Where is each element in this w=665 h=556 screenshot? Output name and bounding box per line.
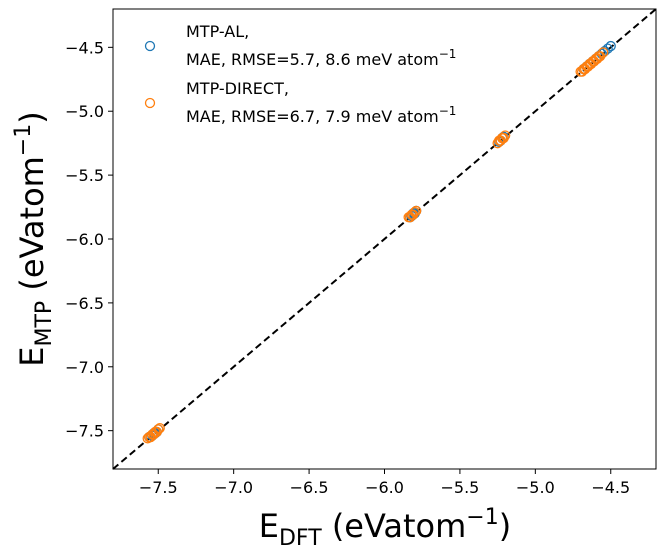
legend-marker-mtp-direct (144, 97, 156, 109)
series-mtp-direct (142, 47, 609, 444)
x-tick-label: −7.0 (214, 478, 253, 497)
point-mtp-direct (154, 422, 165, 434)
y-tick-label: −5.0 (65, 102, 104, 121)
point-mtp-direct (409, 207, 420, 218)
x-tick-label: −5.0 (516, 478, 555, 497)
legend-marker-mtp-al (144, 40, 156, 52)
x-tick-label: −4.5 (591, 478, 630, 497)
y-tick-label: −6.5 (65, 294, 104, 313)
legend-label-mtp-al-line2: MAE, RMSE=5.7, 8.6 meV atom−1 (186, 47, 456, 69)
legend-label-mtp-direct-line1: MTP-DIRECT, (186, 79, 289, 98)
y-axis-label: EMTP (eVatom−1) (11, 111, 57, 366)
y-axis-label-subscript: MTP (32, 301, 57, 347)
x-tick-label: −7.5 (139, 478, 178, 497)
y-tick-label: −5.5 (65, 166, 104, 185)
point-mtp-direct (592, 53, 603, 64)
legend: MTP-AL, MAE, RMSE=5.7, 8.6 meV atom−1 MT… (144, 22, 456, 126)
legend-label-mtp-direct-line2: MAE, RMSE=6.7, 7.9 meV atom−1 (186, 104, 456, 126)
y-axis-label-superscript: −1 (11, 124, 36, 156)
point-mtp-direct (498, 132, 509, 144)
y-tick-label: −4.5 (65, 38, 104, 57)
x-axis-label-subscript: DFT (279, 526, 322, 551)
point-mtp-direct (598, 47, 609, 58)
y-tick-label: −7.5 (65, 422, 104, 441)
y-tick-label: −6.0 (65, 230, 104, 249)
y-tick-label: −7.0 (65, 358, 104, 377)
point-mtp-direct (411, 205, 422, 217)
point-mtp-al (605, 40, 616, 52)
point-mtp-direct (500, 130, 511, 141)
point-mtp-direct (153, 424, 164, 435)
x-axis-label-superscript: −1 (466, 505, 498, 530)
parity-diagonal-line (112, 8, 657, 470)
x-axis-label: EDFT (eVatom−1) (259, 505, 511, 551)
x-tick-label: −5.5 (440, 478, 479, 497)
x-tick-label: −6.5 (290, 478, 329, 497)
legend-label-mtp-al-line1: MTP-AL, (186, 22, 249, 41)
x-tick-label: −6.0 (365, 478, 404, 497)
